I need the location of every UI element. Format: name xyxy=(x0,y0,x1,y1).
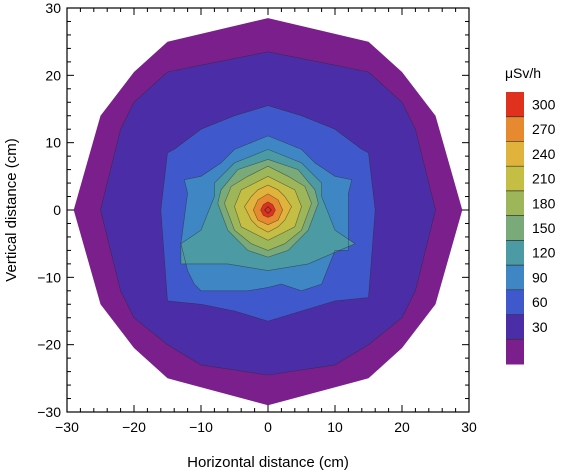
colorbar-segment xyxy=(506,116,524,142)
colorbar-segment xyxy=(506,339,524,365)
colorbar-segment xyxy=(506,92,524,118)
contour-region-300 xyxy=(260,201,276,218)
colorbar-label: 150 xyxy=(532,220,556,236)
contour-inner-line xyxy=(264,206,272,214)
colorbar-segment xyxy=(506,141,524,167)
contour-line-180 xyxy=(224,165,312,251)
colorbar-label: 240 xyxy=(532,146,556,162)
colorbar-label: 60 xyxy=(532,294,548,310)
colorbar-segment xyxy=(506,190,524,217)
x-tick-label: −30 xyxy=(55,419,79,435)
colorbar-label: 210 xyxy=(532,171,556,187)
x-tick-label: 20 xyxy=(394,419,410,435)
contour-line-60 xyxy=(160,105,376,322)
axis-tick-labels: −30−30 −20 −20 −10 −10 0 0 10 10 20 20 30 30 xyxy=(37,0,477,435)
contour-line-30 xyxy=(100,51,436,376)
y-tick-label: 0 xyxy=(53,202,61,218)
colorbar-label: 180 xyxy=(532,195,556,211)
y-axis-label: Vertical distance (cm) xyxy=(3,138,20,281)
y-tick-label: −30 xyxy=(37,404,61,420)
y-tick-label: −20 xyxy=(37,337,61,353)
y-tick-label: 10 xyxy=(45,135,61,151)
contour-line-150 xyxy=(217,159,319,258)
colorbar-title: μSv/h xyxy=(505,65,541,81)
x-tick-label: −20 xyxy=(122,419,146,435)
y-tick-label: 20 xyxy=(45,67,61,83)
y-tick-label: 30 xyxy=(45,0,61,16)
contour-line-300 xyxy=(260,201,276,218)
colorbar-segment xyxy=(506,215,524,241)
contour-line-90 xyxy=(180,135,353,292)
x-tick-label: 30 xyxy=(461,419,477,435)
colorbar-segment xyxy=(506,314,524,340)
colorbar-label: 120 xyxy=(532,245,556,261)
colorbar-label: 270 xyxy=(532,121,556,137)
colorbar-label: 30 xyxy=(532,319,548,335)
y-tick-label: −10 xyxy=(37,269,61,285)
colorbar-label: 300 xyxy=(532,96,556,112)
contour-line-270 xyxy=(252,193,284,226)
x-axis-label: Horizontal distance (cm) xyxy=(187,454,349,471)
contour-fills xyxy=(73,18,463,406)
contour-line-210 xyxy=(234,175,302,241)
colorbar-segment xyxy=(506,289,524,316)
colorbar: 300 270 240 210 180 150 120 90 60 30 xyxy=(506,92,556,365)
axis-ticks xyxy=(66,7,470,413)
x-tick-label: −10 xyxy=(189,419,213,435)
x-tick-label: 0 xyxy=(264,419,272,435)
colorbar-label: 90 xyxy=(532,269,548,285)
colorbar-segment xyxy=(506,240,524,266)
colorbar-segment xyxy=(506,265,524,291)
colorbar-segment xyxy=(506,166,524,192)
contour-lines xyxy=(100,51,436,376)
contour-line-120 xyxy=(180,149,356,271)
x-tick-label: 10 xyxy=(327,419,343,435)
contour-line-240 xyxy=(244,184,292,233)
